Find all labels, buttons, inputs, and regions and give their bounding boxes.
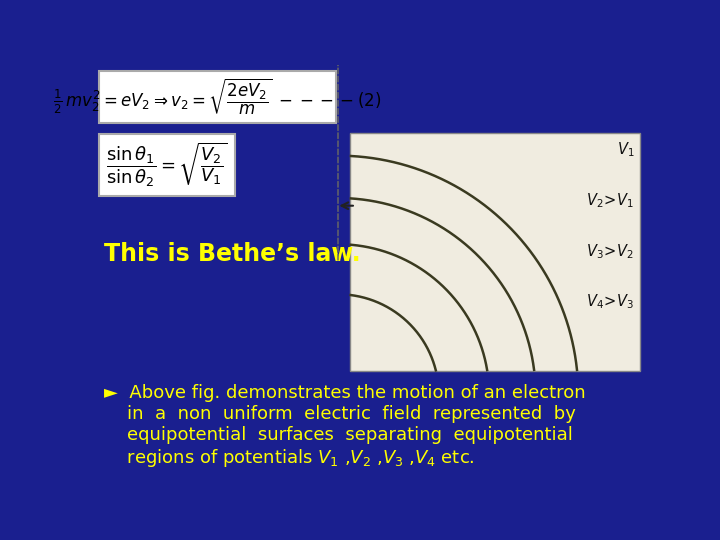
Bar [99, 71, 336, 123]
Text: $\frac{1}{2}\,mv_2^2 = eV_2 \Rightarrow v_2 = \sqrt{\dfrac{2eV_2}{m}}\;----(2)$: $\frac{1}{2}\,mv_2^2 = eV_2 \Rightarrow … [53, 77, 382, 117]
Text: in  a  non  uniform  electric  field  represented  by: in a non uniform electric field represen… [104, 405, 576, 423]
Bar [350, 132, 640, 372]
Text: regions of potentials $V_1$ ,$V_2$ ,$V_3$ ,$V_4$ etc.: regions of potentials $V_1$ ,$V_2$ ,$V_3… [104, 447, 474, 469]
Text: $\dfrac{\sin\theta_1}{\sin\theta_2} = \sqrt{\dfrac{V_2}{V_1}}$: $\dfrac{\sin\theta_1}{\sin\theta_2} = \s… [107, 141, 228, 189]
Text: $V_1$: $V_1$ [616, 140, 634, 159]
Text: $V_3\!>\!V_2$: $V_3\!>\!V_2$ [587, 242, 634, 261]
Text: This is Bethe’s law.: This is Bethe’s law. [104, 242, 361, 266]
Text: ►  Above fig. demonstrates the motion of an electron: ► Above fig. demonstrates the motion of … [104, 384, 585, 402]
Text: $V_4\!>\!V_3$: $V_4\!>\!V_3$ [586, 293, 634, 311]
Text: equipotential  surfaces  separating  equipotential: equipotential surfaces separating equipo… [104, 426, 573, 444]
Bar [99, 134, 235, 195]
Text: $V_2\!>\!V_1$: $V_2\!>\!V_1$ [586, 191, 634, 210]
